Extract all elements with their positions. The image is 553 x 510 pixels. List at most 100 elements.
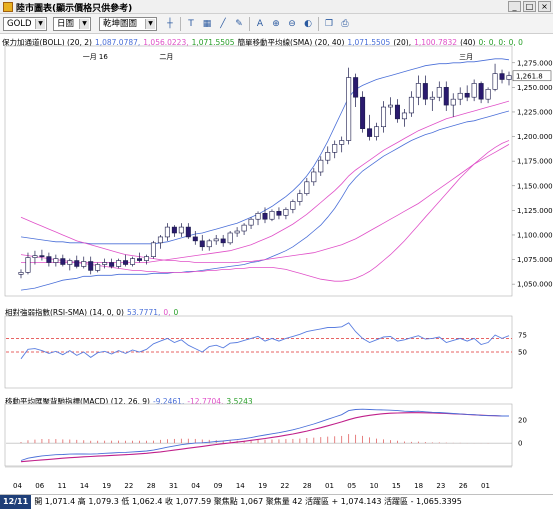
toolbar-separator <box>180 17 181 31</box>
zoom-in-icon[interactable]: ⊕ <box>272 19 280 29</box>
copy-icon[interactable]: ❐ <box>324 19 334 29</box>
candle-down <box>74 260 80 267</box>
candle-up <box>401 112 407 120</box>
candle-down <box>46 256 52 263</box>
main-legend-item: 0: <box>478 38 486 47</box>
chevron-down-icon: ▼ <box>79 19 89 29</box>
candle-down <box>39 255 45 257</box>
price-axis-label: 1,225.0000 <box>517 108 553 116</box>
sma40-line <box>20 144 510 263</box>
date-axis-label: 14 <box>236 482 245 490</box>
candle-up <box>374 126 380 137</box>
color-icon[interactable]: ◐ <box>304 19 312 29</box>
chevron-down-icon: ▼ <box>145 19 155 29</box>
candle-up <box>311 171 317 183</box>
price-axis-label: 1,075.0000 <box>517 256 553 264</box>
toolbar-separator <box>249 17 250 31</box>
macd-signal-line <box>20 412 509 463</box>
macd-axis-label: 0 <box>518 440 522 448</box>
candle-down <box>109 262 115 267</box>
candle-up <box>381 106 387 128</box>
date-axis-label: 22 <box>124 482 133 490</box>
main-legend-item: 0, 0: <box>488 38 506 47</box>
date-axis-label: 22 <box>280 482 289 490</box>
candle-down <box>353 77 359 98</box>
date-axis-label: 01 <box>325 482 334 490</box>
candle-up <box>450 98 456 106</box>
draw-tool-icon[interactable]: ✎ <box>235 19 243 29</box>
candle-up <box>255 213 261 220</box>
main-legend-item: (40) <box>460 38 476 47</box>
main-legend-item: 1,071.5505 <box>191 38 235 47</box>
crosshair-icon[interactable]: ┼ <box>167 19 173 29</box>
panel-frame <box>4 403 513 467</box>
price-axis-label: 1,100.0000 <box>517 231 553 239</box>
main-legend-item: 1,100.7832 <box>414 38 458 47</box>
date-axis-label: 23 <box>436 482 445 490</box>
date-axis-label: 06 <box>35 482 44 490</box>
candle-up <box>248 218 254 226</box>
candle-down <box>443 87 449 106</box>
print-icon[interactable]: ⎙ <box>341 19 349 29</box>
footer-date: 12/11 <box>0 495 32 509</box>
footer-bar: 12/11 開 1,071.4 高 1,079.3 低 1,062.4 收 1,0… <box>0 494 553 510</box>
macd-line <box>20 408 509 461</box>
candle-down <box>137 258 143 261</box>
chart-area[interactable]: 1,275.0000 1,250.0000 1,225.0000 1,200.0000… <box>0 0 553 494</box>
price-axis-label: 1,125.0000 <box>517 207 553 215</box>
rsi-legend: 相對強弱指數(RSI-SMA) (14, 0, 0) 53.7771, 0, 0 <box>5 307 181 318</box>
period-select[interactable]: 日圖 ▼ <box>53 17 91 31</box>
price-axis-label: 1,200.0000 <box>517 133 553 141</box>
rsi-line <box>20 322 510 360</box>
maximize-button[interactable]: □ <box>523 1 536 12</box>
text-tool-icon[interactable]: T <box>188 19 194 29</box>
zoom-out-icon[interactable]: ⊖ <box>288 19 296 29</box>
grid-icon[interactable]: ▦ <box>202 19 212 29</box>
macd-legend-item: -12.7704, <box>187 397 224 406</box>
candle-up <box>290 201 296 210</box>
toolbar: GOLD ▼ 日圖 ▼ 乾坤圖圖 ▼ ┼ T ▦ ╱ ✎ A ⊕ ⊖ ◐ ❐ ⎙ <box>0 14 553 34</box>
rsi-legend-item: 相對強弱指數(RSI-SMA) (14, 0, 0) <box>5 308 124 317</box>
price-axis-label: 1,275.0000 <box>517 59 553 67</box>
candle-up <box>485 89 491 100</box>
period-value: 日圖 <box>57 19 75 29</box>
candle-up <box>227 232 233 244</box>
rsi-axis-label: 50 <box>518 349 527 357</box>
candle-up <box>304 181 310 194</box>
candle-up <box>346 77 352 141</box>
month-label: 二月 <box>159 53 173 61</box>
candle-down <box>464 92 470 98</box>
font-icon[interactable]: A <box>256 19 264 29</box>
main-legend-item: (20), <box>393 38 412 47</box>
candle-down <box>171 226 177 234</box>
minimize-button[interactable]: _ <box>508 1 521 12</box>
symbol-select[interactable]: GOLD ▼ <box>3 17 47 31</box>
chart-type-value: 乾坤圖圖 <box>103 19 138 29</box>
candle-up <box>32 255 38 258</box>
date-axis-label: 11 <box>58 482 67 490</box>
candle-up <box>213 238 219 242</box>
chart-type-select[interactable]: 乾坤圖圖 ▼ <box>99 17 157 31</box>
candle-up <box>457 92 463 100</box>
date-axis-label: 19 <box>102 482 111 490</box>
date-axis-label: 28 <box>147 482 156 490</box>
macd-legend-item: -9.2461, <box>152 397 185 406</box>
price-axis-label: 1,250.0000 <box>517 84 553 92</box>
date-axis-label: 04 <box>13 482 22 490</box>
macd-legend: 移動平均匯聚背馳指標(MACD) (12, 26, 9) -9.2461, -12.… <box>5 396 256 407</box>
price-axis-label: 1,150.0000 <box>517 182 553 190</box>
candle-up <box>492 73 498 90</box>
candle-up <box>81 261 87 267</box>
date-axis-label: 09 <box>214 482 223 490</box>
candle-up <box>471 83 477 98</box>
macd-legend-item: 移動平均匯聚背馳指標(MACD) (12, 26, 9) <box>5 397 150 406</box>
candle-up <box>102 262 108 265</box>
title-bar: 陸市圖表(顯示價格只供參考) _ □ × <box>0 0 553 14</box>
close-button[interactable]: × <box>538 1 551 12</box>
date-axis-label: 15 <box>392 482 401 490</box>
main-legend-item: 保力加通道(BOLL) (20, 2) <box>2 38 92 47</box>
date-axis-label: 28 <box>303 482 312 490</box>
line-tool-icon[interactable]: ╱ <box>220 19 226 29</box>
candle-down <box>367 128 373 137</box>
macd-axis-label: 20 <box>518 416 527 424</box>
